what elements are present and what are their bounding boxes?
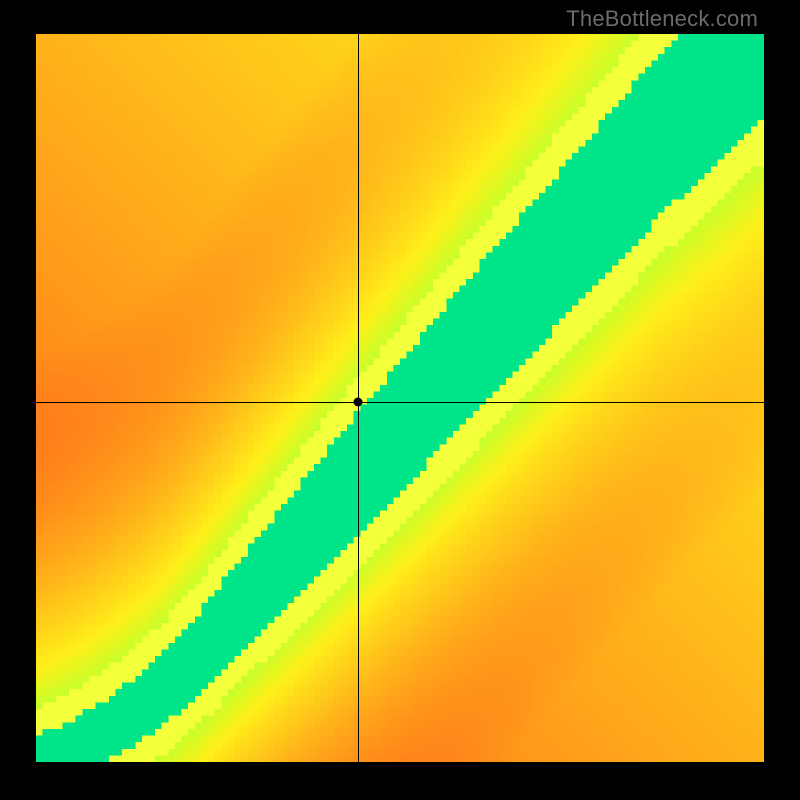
crosshair-dot: [353, 397, 362, 406]
heatmap-canvas: [36, 34, 764, 762]
chart-container: TheBottleneck.com: [0, 0, 800, 800]
watermark-text: TheBottleneck.com: [566, 6, 758, 32]
crosshair-horizontal: [36, 402, 764, 403]
